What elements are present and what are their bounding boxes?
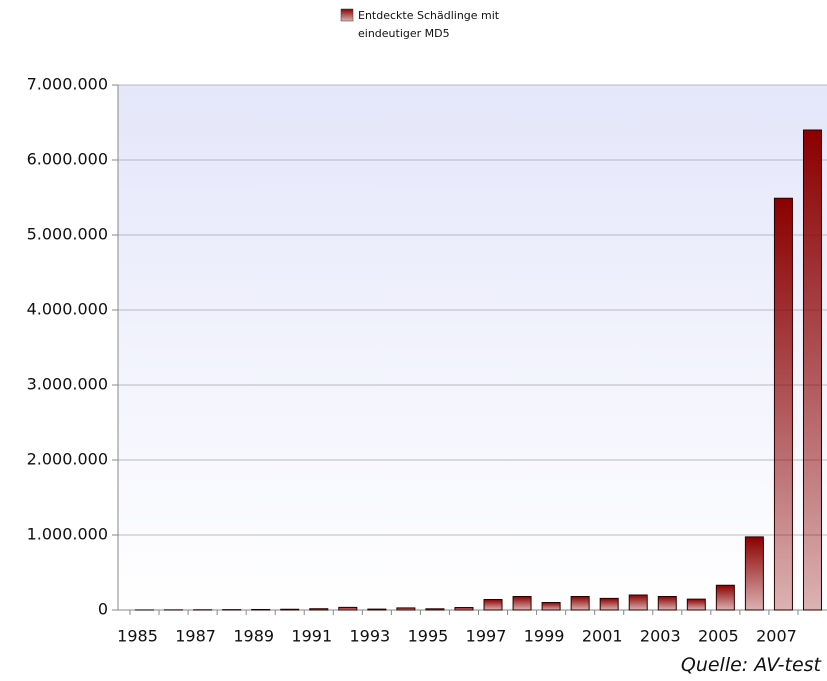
y-tick-label: 5.000.000 bbox=[27, 225, 108, 244]
x-tick-label: 1989 bbox=[233, 627, 274, 646]
bar bbox=[309, 608, 329, 611]
x-tick-label: 1985 bbox=[117, 627, 158, 646]
legend-swatch bbox=[340, 8, 354, 22]
bar bbox=[251, 608, 271, 611]
bar bbox=[541, 602, 561, 611]
x-tick-label: 2001 bbox=[582, 627, 623, 646]
bar bbox=[773, 197, 793, 611]
x-tick-label: 2005 bbox=[698, 627, 739, 646]
bar bbox=[686, 598, 706, 611]
y-tick-label: 4.000.000 bbox=[27, 300, 108, 319]
bar bbox=[802, 129, 822, 611]
bar bbox=[628, 594, 648, 611]
x-tick-label: 2003 bbox=[640, 627, 681, 646]
bar bbox=[483, 599, 503, 611]
x-tick-label: 2007 bbox=[756, 627, 797, 646]
bar bbox=[599, 597, 619, 611]
plot-area bbox=[118, 85, 827, 610]
y-tick-label: 2.000.000 bbox=[27, 450, 108, 469]
y-tick-label: 6.000.000 bbox=[27, 150, 108, 169]
y-tick-label: 3.000.000 bbox=[27, 375, 108, 394]
x-tick-label: 1991 bbox=[291, 627, 332, 646]
bar bbox=[280, 608, 300, 611]
bar bbox=[338, 606, 358, 611]
y-tick-label: 0 bbox=[98, 600, 108, 619]
x-tick-label: 1997 bbox=[466, 627, 507, 646]
x-tick-label: 1993 bbox=[349, 627, 390, 646]
x-tick-label: 1987 bbox=[175, 627, 216, 646]
y-tick-label: 7.000.000 bbox=[27, 75, 108, 94]
bar bbox=[744, 536, 764, 611]
x-tick-label: 1995 bbox=[408, 627, 449, 646]
source-note: Quelle: AV-test bbox=[680, 654, 821, 676]
bar bbox=[512, 596, 532, 611]
bar bbox=[570, 596, 590, 611]
bar bbox=[396, 607, 416, 611]
bar bbox=[367, 608, 387, 611]
y-tick-label: 1.000.000 bbox=[27, 525, 108, 544]
bar bbox=[454, 607, 474, 611]
legend-label: Entdeckte Schädlinge mit eindeutiger MD5 bbox=[358, 9, 500, 40]
bar bbox=[425, 608, 445, 611]
bar bbox=[657, 596, 677, 611]
bar bbox=[715, 584, 735, 611]
x-tick-label: 1999 bbox=[524, 627, 565, 646]
